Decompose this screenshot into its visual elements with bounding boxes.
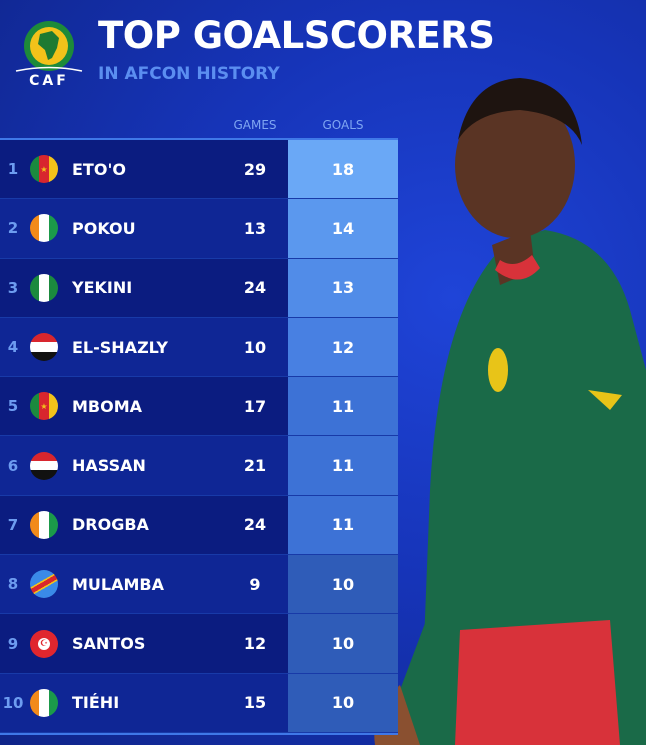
player-name: MBOMA (72, 396, 143, 416)
flag-icon (30, 333, 58, 362)
games-value: 17 (243, 396, 267, 416)
flag-icon (30, 451, 58, 480)
rank: 9 (7, 634, 19, 653)
caf-logo: CAF (15, 21, 83, 88)
goals-value: 10 (288, 614, 398, 673)
goals-value: 11 (288, 495, 398, 555)
table-row: 4 EL-SHAZLY 10 12 (0, 317, 398, 378)
games-value: 10 (243, 337, 267, 357)
games-column-header: GAMES (233, 118, 277, 132)
goals-value: 18 (288, 140, 398, 199)
flag-icon: ★ (30, 155, 58, 184)
games-value: 13 (243, 218, 267, 238)
scorers-table: 1 ★ ETO'O 29 18 2 POKOU 13 14 3 YEKINI 24 … (0, 138, 398, 735)
table-row: 7 DROGBA 24 11 (0, 495, 398, 556)
rank: 7 (7, 515, 19, 534)
table-row: 8 MULAMBA 9 10 (0, 555, 398, 615)
player-name: HASSAN (72, 456, 146, 476)
flag-icon: ★ (30, 392, 58, 421)
svg-text:CAF: CAF (29, 73, 69, 88)
rank: 1 (7, 160, 19, 179)
flag-icon (30, 688, 58, 717)
flag-icon (30, 273, 58, 302)
rank: 8 (7, 575, 19, 594)
goals-value: 12 (288, 317, 398, 377)
games-value: 9 (249, 574, 261, 594)
player-photo (374, 78, 646, 745)
table-row: 2 POKOU 13 14 (0, 199, 398, 259)
games-value: 15 (243, 693, 267, 713)
flag-icon (30, 214, 58, 243)
rank: 2 (7, 219, 19, 238)
flag-icon (30, 510, 58, 539)
goals-value: 10 (288, 673, 398, 732)
flag-icon: ☪ (30, 629, 58, 658)
table-row: 1 ★ ETO'O 29 18 (0, 140, 398, 200)
player-name: TIÉHI (72, 693, 120, 713)
rank: 4 (7, 338, 19, 357)
rank: 10 (2, 693, 24, 712)
games-value: 24 (243, 515, 267, 535)
table-row: 9 ☪ SANTOS 12 10 (0, 614, 398, 674)
page-subtitle: IN AFCON HISTORY (98, 64, 280, 84)
goals-value: 14 (288, 199, 398, 258)
games-value: 21 (243, 456, 267, 476)
player-name: ETO'O (72, 159, 126, 179)
table-row: 10 TIÉHI 15 10 (0, 673, 398, 733)
player-name: SANTOS (72, 634, 146, 654)
games-value: 29 (243, 159, 267, 179)
player-name: DROGBA (72, 515, 149, 535)
player-name: MULAMBA (72, 574, 164, 594)
page-title: TOP GOALSCORERS (98, 14, 495, 57)
goals-column-header: GOALS (322, 118, 364, 132)
table-row: 5 ★ MBOMA 17 11 (0, 377, 398, 437)
player-name: EL-SHAZLY (72, 337, 168, 357)
flag-icon (30, 570, 58, 599)
goals-value: 13 (288, 258, 398, 317)
games-value: 24 (243, 278, 267, 298)
table-row: 3 YEKINI 24 13 (0, 258, 398, 318)
goals-value: 11 (288, 436, 398, 495)
goals-value: 11 (288, 377, 398, 436)
rank: 6 (7, 456, 19, 475)
player-name: POKOU (72, 218, 136, 238)
games-value: 12 (243, 634, 267, 654)
goals-value: 10 (288, 555, 398, 614)
rank: 5 (7, 397, 19, 416)
table-row: 6 HASSAN 21 11 (0, 436, 398, 496)
rank: 3 (7, 278, 19, 297)
player-name: YEKINI (72, 278, 133, 298)
